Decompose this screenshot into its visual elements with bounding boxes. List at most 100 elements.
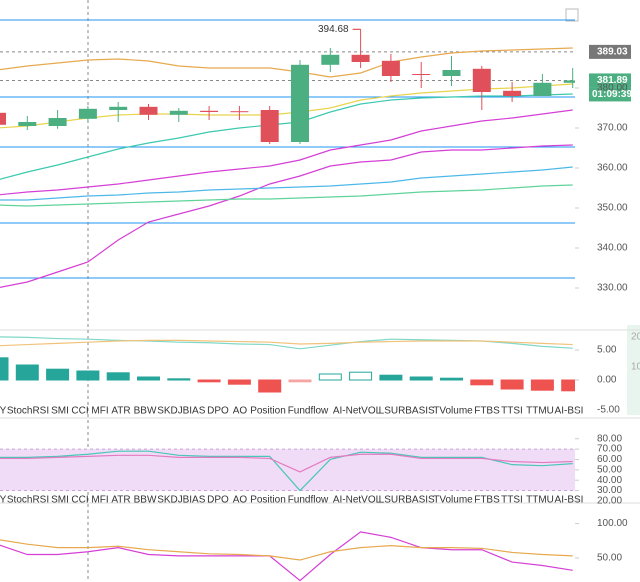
y-tick-label: 70.00: [597, 444, 622, 455]
category-label: TVolume: [433, 406, 473, 417]
candle-body: [48, 118, 67, 126]
histogram-bar: [106, 372, 130, 381]
y-tick-label: 40.00: [597, 475, 622, 486]
category-label: MFI: [91, 406, 108, 417]
histogram-bar: [15, 364, 39, 381]
histogram-bar: [258, 379, 282, 393]
y-tick-label: 330.00: [597, 283, 628, 294]
y-tick-label: 20.00: [597, 496, 622, 507]
candle-body: [169, 110, 188, 115]
candle-body: [0, 112, 6, 125]
indicator-line: [0, 93, 573, 180]
category-label: MFI: [91, 495, 108, 506]
category-label: AI-BSI: [555, 495, 584, 506]
y-tick-label: 360.00: [597, 163, 628, 174]
y-tick-label: 60.00: [597, 454, 622, 465]
candle-body: [260, 110, 279, 142]
y-tick-label: 380.00: [597, 83, 628, 94]
category-label: LSUR: [379, 495, 406, 506]
side-label: 10: [631, 362, 640, 373]
price-tag-label: 389.03: [597, 47, 628, 58]
y-tick-label: 370.00: [597, 123, 628, 134]
histogram-bar: [530, 379, 554, 391]
histogram-bar: [227, 379, 251, 385]
candle-body: [200, 110, 219, 112]
histogram-bar: [349, 371, 373, 381]
category-label: AO: [233, 495, 248, 506]
category-label: SKDJ: [157, 495, 183, 506]
category-label: CCI: [71, 495, 88, 506]
histogram-bar: [318, 373, 342, 381]
candle-body: [381, 60, 400, 76]
category-label: Fundflow: [288, 495, 329, 506]
category-label: BIAS: [183, 406, 206, 417]
side-panel: [627, 325, 640, 415]
category-label: BBW: [134, 406, 157, 417]
category-label: AI-BSI: [555, 406, 584, 417]
category-label: ATR: [111, 495, 130, 506]
category-label: TTSI: [501, 495, 523, 506]
candle-body: [412, 74, 431, 75]
candle-body: [321, 54, 340, 65]
histogram-bar: [500, 379, 524, 390]
category-label: ATR: [111, 406, 130, 417]
category-label: LSUR: [379, 406, 406, 417]
y-tick-label: 0.00: [597, 375, 617, 386]
category-label: TTMU: [526, 406, 554, 417]
price-tag-label: 381.89: [597, 75, 628, 86]
category-label: TVolume: [433, 495, 473, 506]
y-tick-label: 80.00: [597, 433, 622, 444]
price-tag: [589, 44, 631, 59]
category-label: SKDJ: [157, 406, 183, 417]
candle-body: [139, 106, 158, 115]
category-label: AI-NetVOL: [333, 406, 382, 417]
candle-body: [442, 70, 461, 76]
category-label: BASIS: [405, 495, 435, 506]
countdown: 01:09:39: [592, 89, 632, 100]
candle-body: [78, 108, 97, 119]
y-tick-label: 50.00: [597, 464, 622, 475]
histogram-bar: [167, 378, 191, 381]
category-label: Position: [250, 495, 286, 506]
candle-body: [533, 82, 552, 96]
y-tick-label: 340.00: [597, 243, 628, 254]
category-label: AO: [233, 406, 248, 417]
candle-body: [351, 54, 370, 62]
y-tick-label: 30.00: [597, 485, 622, 496]
category-label: Y: [0, 495, 7, 506]
candle-body: [472, 68, 491, 92]
indicator-line: [0, 453, 573, 473]
category-label: Position: [250, 406, 286, 417]
category-label: TTMU: [526, 495, 554, 506]
category-label: AI-NetVOL: [333, 495, 382, 506]
category-label: FTBS: [474, 406, 500, 417]
candle-body: [503, 90, 522, 96]
y-tick-label: 100.00: [597, 518, 628, 529]
indicator-line: [0, 450, 573, 492]
y-tick-label: 50.00: [597, 553, 622, 564]
indicator-line: [0, 47, 573, 78]
category-label: SMI: [51, 406, 69, 417]
indicator-line: [0, 531, 573, 582]
histogram-bar: [0, 357, 9, 381]
category-label: SMI: [51, 495, 69, 506]
indicator-line: [0, 166, 573, 201]
category-label: TTSI: [501, 406, 523, 417]
category-label: BIAS: [183, 495, 206, 506]
y-tick-label: 350.00: [597, 203, 628, 214]
histogram-bar: [76, 370, 100, 381]
category-label: BBW: [134, 495, 157, 506]
y-tick-label: -5.00: [597, 405, 620, 416]
histogram-bar: [137, 376, 160, 381]
candle-body: [109, 106, 128, 110]
panel-button[interactable]: [565, 8, 579, 22]
category-label: BASIS: [405, 406, 435, 417]
band: [0, 449, 575, 491]
candle-body: [563, 80, 575, 83]
countdown-tag: [589, 87, 631, 102]
histogram-bar: [470, 379, 494, 386]
side-label: 20: [631, 332, 640, 343]
y-tick-label: 5.00: [597, 345, 617, 356]
category-label: FTBS: [474, 495, 500, 506]
